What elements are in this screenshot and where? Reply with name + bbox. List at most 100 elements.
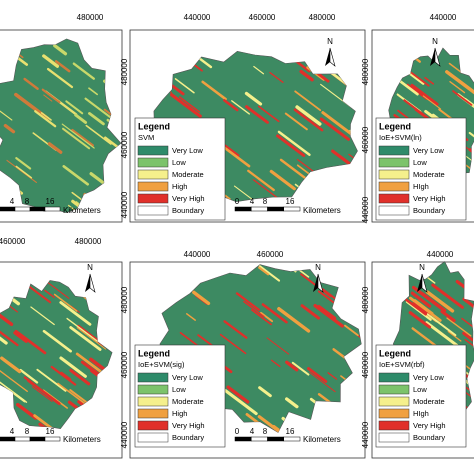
- zone-stripe: [313, 303, 344, 328]
- scale-bar: [0, 436, 16, 442]
- zone-stripe: [19, 368, 39, 384]
- scale-bar: [251, 206, 268, 212]
- north-label: N: [87, 263, 93, 272]
- zone-stripe: [397, 109, 409, 119]
- zone-stripe: [266, 337, 290, 355]
- north-label: N: [419, 263, 425, 272]
- zone-stripe: [223, 389, 258, 416]
- zone-stripe: [425, 290, 455, 313]
- zone-stripe: [284, 112, 308, 131]
- zone-stripe: [14, 329, 47, 355]
- scale-label: 4: [250, 197, 255, 206]
- zone-stripe: [34, 110, 57, 128]
- legend-label: HIgh: [413, 182, 429, 191]
- scale-bar: [234, 436, 252, 442]
- legend-label: Moderate: [172, 397, 204, 406]
- zone-stripe: [71, 128, 94, 147]
- scale-bar: [0, 206, 16, 212]
- zone-stripe: [174, 78, 195, 94]
- zone-stripe: [448, 62, 463, 74]
- legend-swatch: [137, 420, 169, 431]
- legend-swatch: [378, 181, 410, 192]
- left-tick-label: 460000: [361, 126, 370, 153]
- zone-stripe: [244, 91, 263, 106]
- zone-stripe: [258, 265, 281, 282]
- left-tick-label: 440000: [120, 421, 129, 448]
- scale-bar: [29, 206, 46, 212]
- panel: 480000 4 8 16 Kilometers: [0, 13, 123, 223]
- legend-label: Boundary: [172, 206, 204, 215]
- zone-stripe: [307, 367, 328, 383]
- zone-stripe: [44, 280, 70, 299]
- zone-stripe: [61, 123, 95, 149]
- legend-swatch: [137, 205, 169, 216]
- zone-stripe: [462, 297, 474, 318]
- zone-stripe: [223, 320, 248, 339]
- zone-stripe: [231, 100, 250, 115]
- legend-swatch: [137, 396, 169, 407]
- zone-stripe: [270, 359, 281, 368]
- zone-stripe: [253, 65, 265, 75]
- legend-label: Moderate: [413, 397, 445, 406]
- zone-stripe: [62, 127, 91, 150]
- zone-stripe: [170, 93, 202, 118]
- legend-swatch: [378, 193, 410, 204]
- zone-stripe: [408, 311, 432, 329]
- scale-bar: [283, 436, 301, 442]
- zone-stripe: [192, 290, 211, 306]
- zone-stripe: [85, 124, 112, 145]
- scale-bar: [234, 206, 252, 212]
- left-tick-label: 460000: [120, 351, 129, 378]
- scale-bar: [14, 206, 31, 212]
- zone-stripe: [42, 54, 60, 68]
- zone-stripe: [219, 333, 247, 355]
- zone-stripe: [50, 365, 77, 386]
- zone-stripe: [178, 96, 201, 113]
- scale-bar: [267, 206, 284, 212]
- zone-stripe: [399, 80, 419, 96]
- zone-stripe: [291, 361, 310, 376]
- legend-swatch: [137, 181, 169, 192]
- legend-label: Low: [172, 385, 186, 394]
- legend-label: Low: [413, 385, 427, 394]
- scale-label: 4: [10, 197, 15, 206]
- zone-stripe: [15, 157, 32, 170]
- legend-label: Very High: [413, 194, 446, 203]
- zone-stripe: [53, 44, 68, 56]
- legend-label: Moderate: [413, 170, 445, 179]
- zone-stripe: [426, 313, 457, 337]
- zone-stripe: [425, 321, 459, 347]
- scale-bar: [267, 436, 284, 442]
- scale-label: 8: [263, 197, 268, 206]
- panel: 440000 480000 460000 440000 Legend IoE+SVM(rb…: [361, 250, 474, 459]
- legend-label: Boundary: [413, 433, 445, 442]
- zone-stripe: [0, 356, 22, 374]
- zone-stripe: [321, 111, 354, 136]
- zone-stripe: [250, 308, 273, 326]
- zone-stripe: [269, 71, 284, 83]
- zone-stripe: [60, 371, 72, 381]
- scale-label: 8: [263, 427, 268, 436]
- legend-label: High: [172, 182, 187, 191]
- legend-title: Legend: [379, 348, 411, 358]
- scale-bar: [44, 206, 61, 212]
- legend-swatch: [137, 432, 169, 443]
- zone-stripe: [405, 300, 432, 321]
- zone-stripe: [449, 80, 466, 94]
- zone-stripe: [30, 306, 55, 326]
- scale-label: 16: [46, 427, 55, 436]
- north-arrow-half: [89, 273, 96, 293]
- legend-swatch: [137, 145, 169, 156]
- zone-stripe: [410, 83, 439, 106]
- zone-stripe: [14, 92, 50, 121]
- legend-swatch: [137, 384, 169, 395]
- zone-stripe: [31, 386, 53, 402]
- legend-swatch: [378, 145, 410, 156]
- north-arrow-half: [434, 47, 441, 67]
- legend-swatch: [378, 157, 410, 168]
- legend-label: HIgh: [413, 409, 429, 418]
- zone-stripe: [294, 90, 322, 112]
- panel: 440000 460000 480000 480000 460000 440000 Lege…: [120, 13, 366, 223]
- zone-stripe: [13, 331, 28, 343]
- zone-stripe: [285, 397, 299, 409]
